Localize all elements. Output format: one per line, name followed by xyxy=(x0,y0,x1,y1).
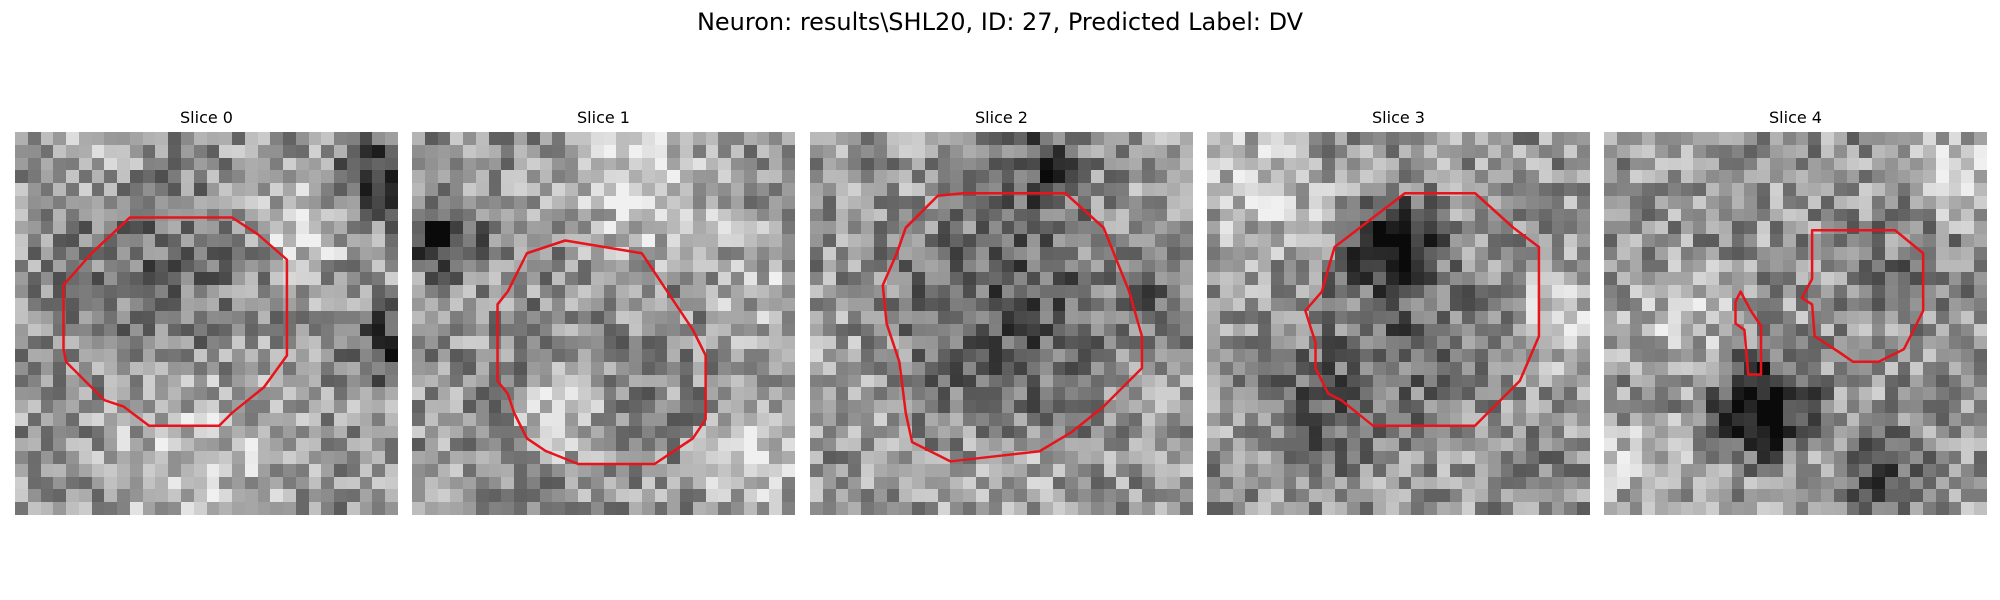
slice-title: Slice 0 xyxy=(180,108,233,127)
slice-panel-0: Slice 0 xyxy=(15,108,398,515)
slice-image xyxy=(412,132,795,515)
slice-panel-4: Slice 4 xyxy=(1604,108,1987,515)
slice-panel-1: Slice 1 xyxy=(412,108,795,515)
slice-image xyxy=(810,132,1193,515)
slice-panel-2: Slice 2 xyxy=(810,108,1193,515)
slice-image xyxy=(1604,132,1987,515)
slice-title: Slice 3 xyxy=(1372,108,1425,127)
slice-title: Slice 2 xyxy=(975,108,1028,127)
figure-title: Neuron: results\SHL20, ID: 27, Predicted… xyxy=(696,8,1304,36)
slice-image xyxy=(1207,132,1590,515)
slice-panel-3: Slice 3 xyxy=(1207,108,1590,515)
slice-title: Slice 4 xyxy=(1769,108,1822,127)
slice-title: Slice 1 xyxy=(577,108,630,127)
slice-image xyxy=(15,132,398,515)
